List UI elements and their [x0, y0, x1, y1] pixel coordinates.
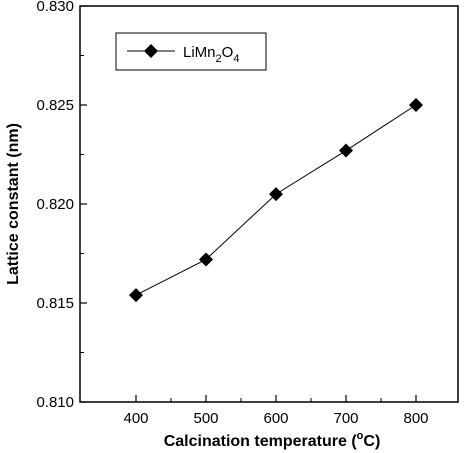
x-tick-label: 500 — [193, 410, 218, 427]
data-point-marker — [199, 252, 213, 267]
legend-marker — [144, 44, 158, 58]
x-axis-label: Calcination temperature (oC) — [164, 430, 381, 450]
data-point-marker — [409, 98, 423, 112]
data-point-marker — [129, 288, 143, 303]
legend-label: LiMn2O4 — [183, 44, 239, 65]
y-tick-label: 0.830 — [36, 0, 74, 15]
y-tick-label: 0.825 — [36, 97, 74, 114]
data-point-marker — [339, 143, 353, 158]
x-tick-label: 800 — [403, 410, 428, 427]
x-tick-label: 600 — [263, 410, 288, 427]
x-tick-label: 700 — [333, 410, 358, 427]
data-point-marker — [269, 187, 283, 202]
y-tick-label: 0.820 — [36, 196, 74, 213]
y-axis-label: Lattice constant (nm) — [5, 123, 22, 285]
x-tick-label: 400 — [123, 410, 148, 427]
y-tick-label: 0.815 — [36, 295, 74, 312]
series-markers — [129, 98, 423, 303]
x-axis: 400 500 600 700 800 — [123, 395, 429, 427]
y-axis: 0.810 0.815 0.820 0.825 0.830 — [36, 0, 87, 411]
y-tick-label: 0.810 — [36, 394, 74, 411]
legend: LiMn2O4 — [115, 32, 267, 71]
